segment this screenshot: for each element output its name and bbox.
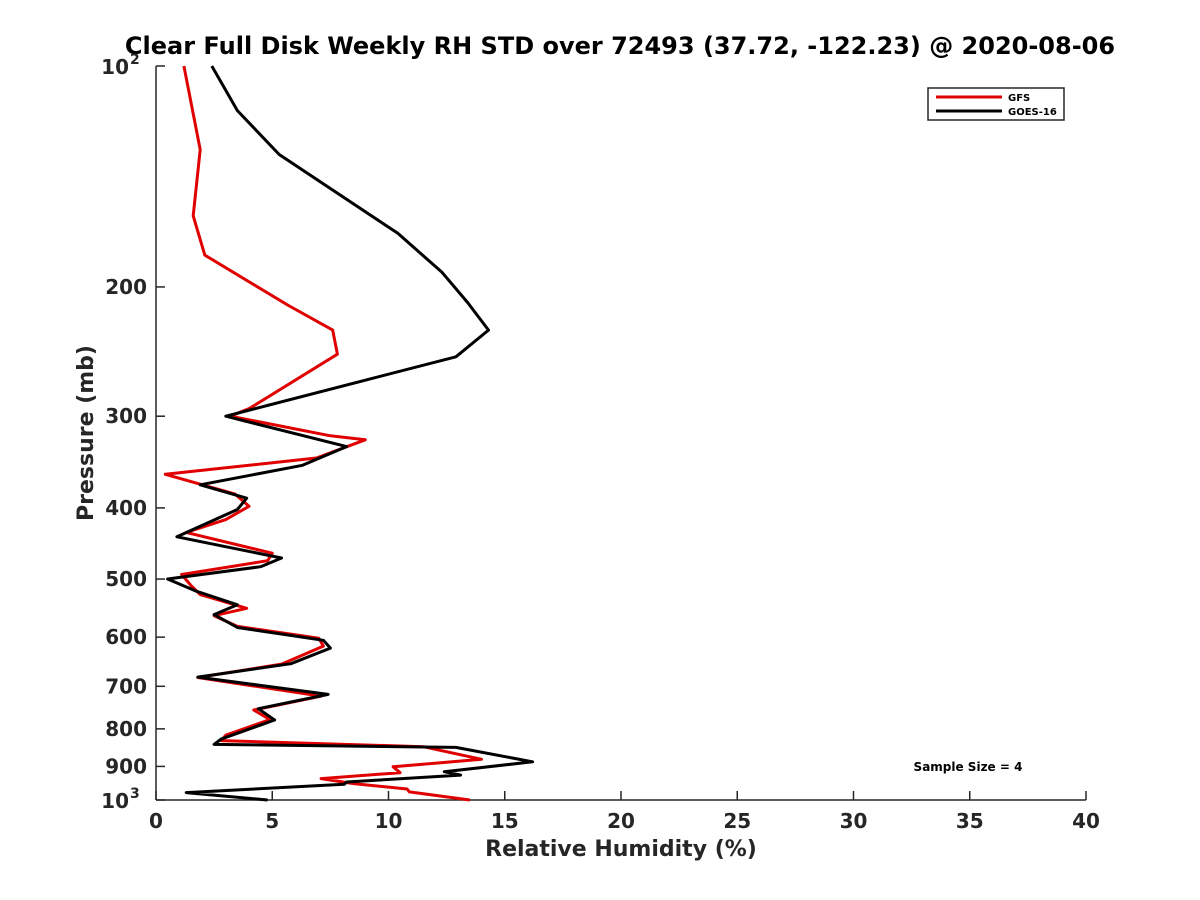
legend: GFS GOES-16: [927, 87, 1065, 121]
legend-box: [927, 87, 1065, 121]
x-tick-label: 35: [956, 809, 984, 833]
series-line-gfs: [163, 65, 483, 802]
y-tick-label: 200: [105, 275, 147, 299]
x-tick-label: 0: [149, 809, 163, 833]
y-tick-label: 10: [101, 789, 129, 813]
chart-title: Clear Full Disk Weekly RH STD over 72493…: [125, 32, 1115, 60]
legend-label: GOES-16: [1008, 107, 1057, 118]
x-tick-label: 20: [607, 809, 635, 833]
y-tick-label: 10: [101, 55, 129, 79]
series-line-goes-16: [166, 65, 535, 802]
sample-size-annotation: Sample Size = 4: [914, 760, 1023, 774]
x-tick-label: 15: [491, 809, 519, 833]
y-tick-label: 900: [105, 754, 147, 778]
y-tick-label: 600: [105, 625, 147, 649]
x-ticks: 0 5 10 15 20 25 30 35 40: [149, 791, 1100, 833]
x-tick-label: 25: [723, 809, 751, 833]
data-series: [163, 65, 535, 802]
y-tick-label: 500: [105, 567, 147, 591]
x-tick-label: 5: [265, 809, 279, 833]
y-tick-label: 700: [105, 674, 147, 698]
x-tick-label: 40: [1072, 809, 1100, 833]
x-axis-label: Relative Humidity (%): [485, 837, 757, 862]
y-axis-label: Pressure (mb): [74, 345, 99, 521]
x-tick-label: 10: [375, 809, 403, 833]
y-tick-label: 300: [105, 404, 147, 428]
legend-label: GFS: [1008, 93, 1030, 104]
y-tick-label: 800: [105, 717, 147, 741]
y-tick-label: 400: [105, 496, 147, 520]
x-tick-label: 30: [840, 809, 868, 833]
y-tick-label-exponent: 3: [130, 786, 140, 802]
y-tick-label-exponent: 2: [130, 52, 140, 68]
